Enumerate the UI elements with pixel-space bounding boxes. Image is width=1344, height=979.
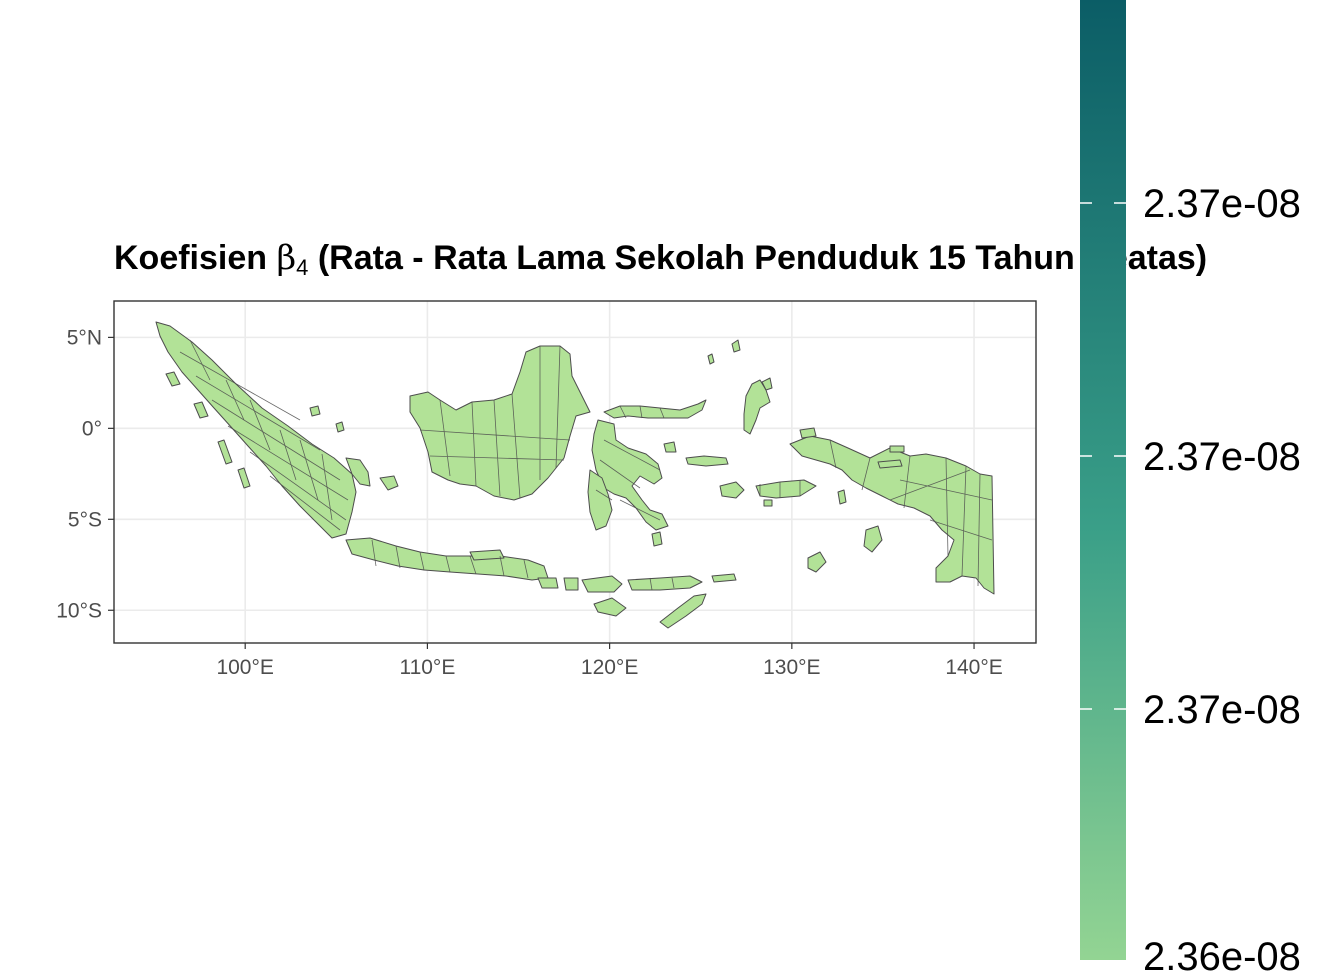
region-timor — [659, 593, 707, 629]
region-simeulue — [165, 371, 181, 387]
beta-subscript: 4 — [296, 255, 309, 280]
region-lombok — [563, 577, 579, 591]
map-panel-border — [113, 300, 1037, 644]
legend-label-2: 2.37e-08 — [1143, 435, 1301, 479]
region-flores — [627, 575, 703, 591]
land-regions — [155, 321, 995, 629]
tick-label-x-1: 110°E — [399, 656, 455, 679]
region-sulawesi-north — [603, 399, 707, 419]
map-title: Koefisien β4 (Rata - Rata Lama Sekolah P… — [114, 238, 1208, 280]
region-riau-islands — [309, 405, 345, 433]
tick-label-x-4: 140°E — [945, 656, 1002, 679]
region-halmahera — [743, 379, 771, 435]
region-buton — [651, 531, 663, 547]
beta-symbol: β — [276, 238, 297, 278]
legend-label-1: 2.37e-08 — [1143, 182, 1301, 226]
region-sula — [685, 455, 729, 467]
region-sulawesi-south — [587, 469, 613, 531]
tick-label-y-0: 5°N — [67, 326, 102, 349]
region-borders — [179, 339, 993, 591]
region-buru — [719, 481, 745, 499]
region-belitung — [379, 475, 399, 491]
region-raja-ampat — [799, 427, 817, 439]
region-madura — [469, 549, 505, 561]
region-yapen — [877, 459, 903, 469]
region-ambon — [763, 499, 773, 507]
legend-colorbar — [1080, 0, 1126, 960]
region-biak — [889, 445, 905, 453]
tick-label-y-1: 0° — [82, 417, 102, 440]
region-kalimantan — [409, 345, 591, 501]
tick-label-x-0: 100°E — [216, 656, 273, 679]
region-nias — [193, 401, 209, 419]
region-sumatra — [155, 321, 357, 539]
tick-label-y-2: 5°S — [68, 508, 102, 531]
tick-label-y-3: 10°S — [56, 599, 102, 622]
region-kei — [837, 489, 847, 505]
tick-label-x-2: 120°E — [581, 656, 638, 679]
legend-label-3: 2.37e-08 — [1143, 688, 1301, 732]
region-tanimbar — [807, 551, 827, 573]
region-sumba — [593, 597, 627, 617]
region-sangihe — [707, 339, 741, 365]
region-aru — [863, 525, 883, 553]
region-seram — [755, 479, 817, 499]
region-banggai — [663, 441, 677, 453]
region-sumbawa — [581, 575, 623, 593]
region-alor — [711, 573, 737, 583]
axis-ticks: 100°E 110°E 120°E 130°E 140°E 5°N 0° 5°S 10°S — [56, 326, 1003, 679]
region-bali — [537, 577, 559, 589]
region-morotai — [761, 377, 773, 391]
region-bangka — [345, 457, 371, 487]
region-papua — [789, 435, 995, 595]
region-mentawai — [217, 439, 251, 489]
tick-label-x-3: 130°E — [763, 656, 820, 679]
legend-label-4: 2.36e-08 — [1143, 935, 1301, 979]
